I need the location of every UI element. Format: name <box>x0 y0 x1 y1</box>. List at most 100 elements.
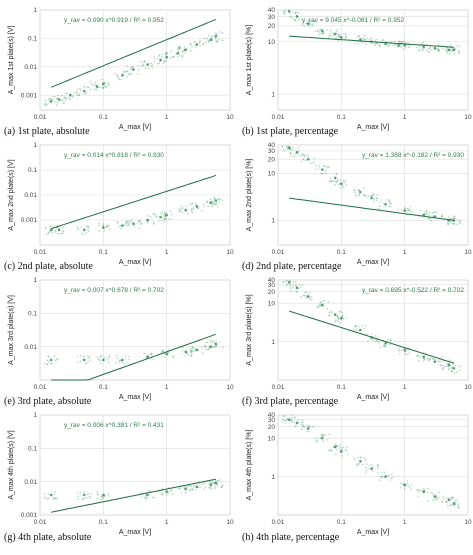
scatter-point-e <box>150 353 153 355</box>
scatter-point-e <box>149 353 151 356</box>
scatter-point-f <box>289 283 291 286</box>
scatter-point-a <box>147 67 149 70</box>
scatter-point-d <box>372 198 375 201</box>
scatter-point-e <box>47 359 49 362</box>
scatter-point-a <box>182 50 184 53</box>
scatter-point-a <box>159 59 162 61</box>
scatter-point-f <box>389 343 392 346</box>
scatter-point-b <box>295 15 299 18</box>
scatter-point-f <box>341 311 343 314</box>
scatter-point-a <box>216 32 218 35</box>
scatter-point-c <box>123 223 126 226</box>
scatter-point-g <box>149 490 151 492</box>
scatter-point-b <box>382 39 385 41</box>
scatter-point-a <box>202 42 204 45</box>
scatter-point-f <box>398 349 401 352</box>
scatter-point-g <box>217 479 220 482</box>
x-tick-label-f: 1 <box>403 384 407 391</box>
scatter-point-c <box>179 208 181 211</box>
scatter-point-a <box>117 76 119 78</box>
scatter-point-e <box>127 356 130 358</box>
scatter-point-h <box>443 498 445 500</box>
scatter-point-d <box>370 196 373 200</box>
scatter-point-d <box>338 183 340 186</box>
scatter-point-h <box>356 463 358 465</box>
scatter-point-f <box>442 368 444 370</box>
scatter-point-b <box>319 28 322 31</box>
scatter-point-b <box>331 31 334 34</box>
scatter-point-d <box>362 186 365 189</box>
scatter-point-b <box>336 35 339 37</box>
scatter-point-c <box>163 212 166 215</box>
scatter-point-d <box>458 221 460 223</box>
scatter-point-f <box>305 297 308 299</box>
chart-e: 0.01 0.1 1 100.010.11A_max [V]A_max 3rd pla… <box>8 277 234 401</box>
scatter-point-a <box>183 50 186 52</box>
scatter-point-c <box>54 229 57 232</box>
scatter-point-h <box>402 483 405 485</box>
scatter-point-d <box>409 209 412 212</box>
scatter-point-b <box>418 49 420 52</box>
scatter-point-h <box>391 473 393 475</box>
scatter-point-d <box>289 148 292 150</box>
scatter-point-f <box>406 353 409 356</box>
scatter-point-b <box>294 18 296 21</box>
scatter-point-e <box>194 348 197 350</box>
x-tick-label-d: 1 <box>403 249 407 256</box>
scatter-point-b <box>297 11 300 14</box>
scatter-point-h <box>367 467 369 469</box>
scatter-point-b <box>340 36 343 39</box>
scatter-point-e <box>190 354 193 357</box>
scatter-point-f <box>319 303 321 306</box>
scatter-point-g <box>221 485 224 487</box>
scatter-point-a <box>177 55 179 58</box>
scatter-point-b <box>368 38 371 41</box>
scatter-point-f <box>441 364 444 367</box>
scatter-point-e <box>197 349 199 352</box>
fit-equation-d: y_rav = 1.388 x^-0.182 / R² = 0.930 <box>362 152 464 159</box>
scatter-point-g <box>195 485 199 489</box>
scatter-point-f <box>452 367 456 370</box>
scatter-point-h <box>301 419 304 422</box>
scatter-point-f <box>431 357 434 360</box>
scatter-point-a <box>55 104 58 107</box>
scatter-point-a <box>149 63 151 65</box>
scatter-point-c <box>126 224 129 227</box>
y-tick-label-a: 1 <box>33 7 37 14</box>
scatter-point-g <box>199 486 201 489</box>
scatter-point-e <box>211 341 214 344</box>
scatter-point-a <box>102 82 105 86</box>
scatter-point-d <box>383 205 385 207</box>
scatter-point-e <box>89 359 92 362</box>
scatter-point-b <box>320 29 324 33</box>
scatter-point-a <box>125 70 128 73</box>
scatter-point-h <box>291 419 293 422</box>
scatter-point-e <box>209 345 212 348</box>
scatter-point-f <box>292 286 294 288</box>
scatter-point-a <box>68 97 70 99</box>
scatter-point-d <box>359 190 362 194</box>
scatter-point-f <box>424 352 427 354</box>
scatter-point-h <box>441 501 444 503</box>
scatter-point-f <box>378 342 380 345</box>
scatter-point-f <box>384 345 386 348</box>
scatter-point-c <box>132 222 135 225</box>
scatter-point-h <box>363 457 365 459</box>
scatter-point-b <box>319 31 321 34</box>
scatter-point-b <box>296 15 299 17</box>
scatter-point-e <box>150 352 153 354</box>
scatter-point-h <box>379 475 382 477</box>
scatter-point-d <box>388 199 390 202</box>
scatter-point-c <box>87 230 90 232</box>
scatter-point-a <box>194 40 196 43</box>
scatter-point-d <box>322 165 325 168</box>
scatter-point-c <box>127 224 129 227</box>
scatter-point-g <box>148 490 150 492</box>
scatter-point-a <box>162 62 165 65</box>
scatter-point-e <box>191 350 194 352</box>
scatter-point-f <box>404 350 407 353</box>
scatter-point-f <box>389 339 392 341</box>
scatter-point-b <box>338 35 341 38</box>
fit-line-f <box>289 310 455 364</box>
scatter-point-f <box>341 316 344 319</box>
